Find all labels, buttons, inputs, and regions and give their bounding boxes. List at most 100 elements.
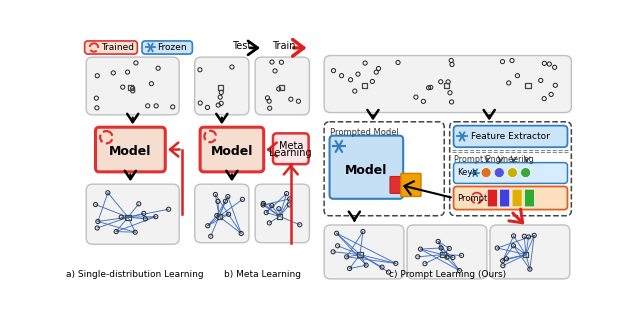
- Point: [211, 192, 221, 197]
- Point: [93, 219, 103, 224]
- FancyBboxPatch shape: [512, 189, 522, 207]
- FancyBboxPatch shape: [524, 189, 534, 207]
- Point: [258, 201, 268, 206]
- Point: [195, 67, 205, 72]
- FancyBboxPatch shape: [390, 176, 404, 194]
- Point: [448, 255, 458, 260]
- Circle shape: [508, 168, 518, 178]
- Point: [212, 199, 223, 204]
- Point: [223, 212, 234, 217]
- Point: [550, 65, 560, 70]
- Text: Trained: Trained: [101, 43, 134, 52]
- Text: Model: Model: [345, 164, 387, 177]
- Point: [346, 77, 356, 82]
- Text: Prompt Engineering: Prompt Engineering: [454, 155, 534, 164]
- Point: [436, 79, 446, 84]
- Circle shape: [494, 168, 504, 178]
- Point: [150, 214, 161, 219]
- FancyBboxPatch shape: [454, 126, 568, 147]
- Point: [424, 85, 434, 90]
- Point: [163, 207, 173, 212]
- FancyBboxPatch shape: [450, 122, 572, 216]
- Point: [508, 243, 518, 248]
- Point: [134, 201, 144, 206]
- Point: [92, 96, 102, 101]
- Text: Prompted Model: Prompted Model: [330, 128, 399, 137]
- Point: [258, 203, 268, 208]
- Point: [125, 85, 136, 90]
- Point: [212, 213, 222, 218]
- Point: [393, 60, 403, 65]
- Point: [497, 59, 508, 64]
- FancyBboxPatch shape: [95, 127, 165, 172]
- Point: [261, 210, 271, 215]
- Point: [337, 73, 347, 78]
- Point: [267, 60, 277, 65]
- Text: Train: Train: [272, 41, 296, 51]
- Point: [205, 234, 216, 239]
- Point: [328, 249, 338, 254]
- Point: [492, 245, 502, 251]
- Point: [90, 202, 100, 207]
- Point: [442, 255, 452, 260]
- Point: [355, 252, 365, 257]
- Point: [195, 100, 205, 106]
- Text: Model: Model: [211, 145, 253, 158]
- FancyBboxPatch shape: [195, 57, 249, 115]
- Text: Feature Extractor: Feature Extractor: [470, 132, 550, 141]
- Point: [508, 233, 518, 239]
- Point: [359, 83, 369, 88]
- Point: [131, 60, 141, 65]
- Point: [273, 86, 284, 91]
- Point: [419, 99, 429, 104]
- Point: [524, 234, 534, 240]
- Point: [426, 85, 436, 90]
- Point: [501, 256, 511, 261]
- Point: [294, 222, 305, 227]
- Point: [227, 64, 237, 70]
- Point: [383, 270, 394, 275]
- Point: [92, 225, 102, 231]
- FancyBboxPatch shape: [454, 163, 568, 184]
- Point: [203, 223, 213, 228]
- Point: [367, 79, 378, 84]
- FancyBboxPatch shape: [401, 173, 421, 196]
- Point: [139, 211, 149, 216]
- Point: [443, 79, 453, 84]
- Point: [447, 99, 457, 105]
- Point: [264, 220, 275, 225]
- Point: [438, 252, 448, 257]
- Point: [344, 266, 355, 271]
- Point: [262, 95, 273, 100]
- FancyBboxPatch shape: [255, 57, 309, 115]
- Point: [415, 247, 426, 252]
- Point: [127, 88, 138, 93]
- Point: [456, 253, 467, 258]
- Point: [436, 245, 446, 251]
- Circle shape: [520, 168, 531, 178]
- Point: [276, 60, 287, 65]
- Point: [512, 73, 522, 78]
- Point: [140, 216, 150, 222]
- Text: Keys: Keys: [458, 168, 477, 177]
- Point: [122, 70, 132, 75]
- Point: [504, 80, 514, 86]
- Point: [220, 199, 230, 204]
- Point: [264, 99, 275, 104]
- Point: [275, 214, 285, 219]
- Point: [127, 86, 138, 91]
- Point: [123, 215, 133, 220]
- FancyBboxPatch shape: [142, 41, 193, 54]
- Point: [373, 66, 383, 71]
- Point: [445, 90, 455, 95]
- Point: [274, 206, 284, 211]
- Point: [216, 101, 227, 106]
- Point: [116, 214, 126, 220]
- Point: [270, 68, 280, 73]
- FancyBboxPatch shape: [324, 122, 444, 216]
- Point: [433, 239, 444, 244]
- Point: [498, 263, 508, 268]
- Point: [147, 81, 157, 86]
- FancyBboxPatch shape: [324, 225, 404, 279]
- Point: [264, 106, 275, 111]
